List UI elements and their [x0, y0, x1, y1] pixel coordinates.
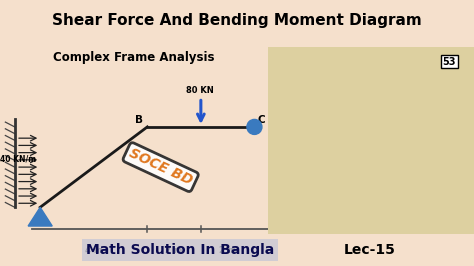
Text: 80 KN: 80 KN — [186, 86, 214, 95]
Text: A: A — [35, 211, 43, 221]
Text: 2 m: 2 m — [165, 246, 183, 255]
Text: 4 m: 4 m — [85, 246, 102, 255]
Text: 53: 53 — [443, 57, 456, 66]
Text: B: B — [135, 115, 143, 125]
Circle shape — [247, 119, 262, 134]
Text: C: C — [258, 115, 265, 125]
Text: 40 KN/m: 40 KN/m — [0, 155, 36, 164]
Polygon shape — [28, 207, 52, 226]
Text: Complex Frame Analysis: Complex Frame Analysis — [53, 51, 215, 64]
Text: Lec-15: Lec-15 — [344, 243, 396, 257]
Text: 3 m: 3 m — [286, 163, 303, 172]
Text: Math Solution In Bangla: Math Solution In Bangla — [86, 243, 274, 257]
Text: 2 m: 2 m — [219, 246, 237, 255]
Text: Shear Force And Bending Moment Diagram: Shear Force And Bending Moment Diagram — [52, 14, 422, 28]
Text: SOCE BD: SOCE BD — [127, 146, 195, 188]
